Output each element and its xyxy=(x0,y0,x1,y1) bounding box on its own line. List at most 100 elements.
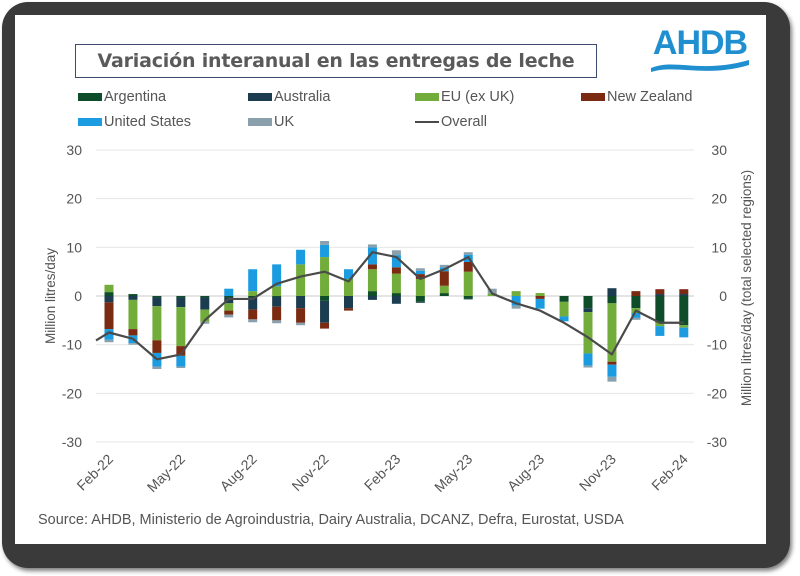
legend-label: UK xyxy=(274,114,295,130)
legend: Argentina Australia EU (ex UK) New Zealand U… xyxy=(78,87,718,137)
bar-segment-eu-ex-uk xyxy=(128,299,138,330)
bar-segment-eu-ex-uk xyxy=(104,284,114,293)
chart-title-box: Variación interanual en las entregas de … xyxy=(75,44,597,78)
bar-segment-uk xyxy=(248,319,258,323)
bar-segment-eu-ex-uk xyxy=(583,312,593,354)
y2-tick-label: -10 xyxy=(707,337,727,353)
chart-card xyxy=(15,15,766,544)
legend-label: Argentina xyxy=(104,89,167,105)
bar-segment-united-states xyxy=(607,364,617,377)
bar-segment-new-zealand xyxy=(679,289,689,295)
bar-segment-new-zealand xyxy=(248,309,258,320)
bar-segment-uk xyxy=(320,241,330,245)
bar-segment-new-zealand xyxy=(655,289,665,295)
bar-segment-argentina xyxy=(655,296,665,323)
bar-segment-uk xyxy=(463,252,473,255)
legend-label: Australia xyxy=(274,89,331,105)
y2-tick-label: 10 xyxy=(711,239,727,255)
bar-segment-eu-ex-uk xyxy=(487,293,497,296)
y-tick-label: 20 xyxy=(66,191,82,207)
bar-segment-united-states xyxy=(415,270,425,275)
ahdb-logo: AHDB xyxy=(651,24,749,72)
bar-segment-eu-ex-uk xyxy=(272,286,282,296)
bar-segment-uk xyxy=(391,250,401,256)
bar-segment-united-states xyxy=(655,326,665,336)
overall-line xyxy=(95,251,684,361)
bar-segment-united-states xyxy=(679,327,689,338)
bar-segment-united-states xyxy=(176,355,186,367)
bar-segment-argentina xyxy=(272,296,282,297)
bar-segment-united-states xyxy=(535,298,545,309)
bar-segment-united-states xyxy=(224,288,234,296)
bar-segment-australia xyxy=(200,297,210,310)
bar-segment-argentina xyxy=(320,296,330,301)
x-tick-label: May-23 xyxy=(431,451,475,495)
bar-segment-eu-ex-uk xyxy=(367,269,377,292)
bar-segment-australia xyxy=(176,297,186,308)
bar-segment-australia xyxy=(296,296,306,309)
bar-segment-australia xyxy=(272,296,282,307)
bar-segment-new-zealand xyxy=(224,310,234,315)
bar-segment-new-zealand xyxy=(296,308,306,323)
bar-segment-new-zealand xyxy=(607,361,617,365)
bar-segment-new-zealand xyxy=(128,329,138,336)
bar-segment-united-states xyxy=(631,313,641,318)
bar-segment-new-zealand xyxy=(367,264,377,270)
x-tick-label: Nov-23 xyxy=(576,451,619,494)
bar-segment-eu-ex-uk xyxy=(296,264,306,296)
y2-tick-label: 20 xyxy=(711,191,727,207)
bar-segment-uk xyxy=(224,314,234,318)
bar-segment-uk xyxy=(415,268,425,271)
bar-segment-argentina xyxy=(415,296,425,302)
bar-segment-eu-ex-uk xyxy=(439,285,449,294)
bar-segment-australia xyxy=(607,288,617,296)
y-tick-label: -20 xyxy=(62,385,82,401)
bar-segment-australia xyxy=(248,297,258,310)
bar-segment-new-zealand xyxy=(631,291,641,296)
y-tick-label: 10 xyxy=(66,239,82,255)
bar-segment-australia xyxy=(679,294,689,296)
y2-tick-label: -20 xyxy=(707,385,727,401)
legend-item-united-states: United States xyxy=(78,112,191,132)
bar-segment-united-states xyxy=(367,247,377,265)
bar-segment-united-states xyxy=(344,269,353,279)
y-tick-label: 30 xyxy=(66,142,82,158)
legend-item-uk: UK xyxy=(248,112,294,132)
bar-segment-argentina xyxy=(607,296,617,304)
bar-segment-eu-ex-uk xyxy=(344,278,353,296)
bar-segment-new-zealand xyxy=(152,340,162,353)
bar-segment-uk xyxy=(176,366,186,369)
bar-segment-argentina xyxy=(200,296,210,298)
bar-segment-argentina xyxy=(248,296,258,298)
bar-segment-eu-ex-uk xyxy=(655,322,665,327)
bar-segment-eu-ex-uk xyxy=(320,257,330,296)
bar-segment-argentina xyxy=(631,296,641,309)
y2-axis-title: Million litres/day (total selected regio… xyxy=(739,170,754,406)
bar-segment-eu-ex-uk xyxy=(559,301,569,317)
bar-segment-new-zealand xyxy=(104,302,114,330)
bar-segment-uk xyxy=(296,322,306,326)
bar-segment-united-states xyxy=(248,269,258,292)
bar-segment-australia xyxy=(344,296,353,309)
x-tick-label: Feb-24 xyxy=(648,451,691,494)
x-tick-label: May-22 xyxy=(144,451,188,495)
bar-segment-argentina xyxy=(391,293,401,296)
legend-label: Overall xyxy=(441,114,487,130)
legend-swatch xyxy=(248,93,272,101)
bar-segment-new-zealand xyxy=(439,271,449,286)
bar-segment-australia xyxy=(415,301,425,303)
bar-segment-new-zealand xyxy=(391,267,401,274)
bar-segment-new-zealand xyxy=(176,346,186,356)
y-tick-label: 0 xyxy=(74,288,82,304)
legend-item-argentina: Argentina xyxy=(78,87,166,107)
bar-segment-argentina xyxy=(128,294,138,296)
chart-title: Variación interanual en las entregas de … xyxy=(97,50,575,72)
bar-segment-eu-ex-uk xyxy=(415,278,425,296)
legend-swatch xyxy=(78,93,102,101)
legend-swatch xyxy=(415,121,439,123)
bar-segment-united-states xyxy=(104,329,114,340)
legend-item-new-zealand: New Zealand xyxy=(581,87,692,107)
bar-segment-australia xyxy=(104,296,114,303)
bar-segment-new-zealand xyxy=(272,306,282,321)
